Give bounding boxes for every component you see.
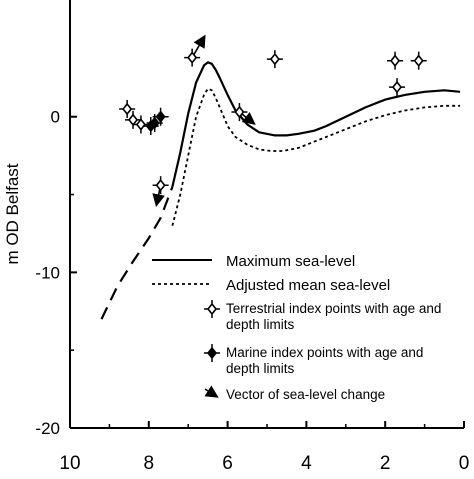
y-tick-label: -20 (35, 419, 60, 438)
open-diamond (122, 102, 133, 116)
x-tick-label: 2 (380, 453, 391, 474)
series-line-dashed (100, 186, 174, 320)
legend-filled-diamond (204, 344, 220, 362)
open-diamond (391, 80, 403, 94)
legend-label-line: depth limits (226, 317, 295, 332)
series-line-dotted (171, 87, 461, 226)
terrestrial-index-point (132, 115, 149, 134)
series-line-solid (171, 61, 461, 188)
terrestrial-index-point (410, 51, 427, 70)
y-axis-title: m OD Belfast (3, 163, 22, 264)
x-tick-label: 10 (59, 453, 80, 474)
legend-label: Vector of sea-level change (226, 387, 385, 402)
legend-label-line: depth limits (226, 361, 295, 376)
open-diamond (128, 113, 139, 127)
terrestrial-index-point (389, 78, 406, 97)
terrestrial-index-point (119, 99, 136, 118)
x-tick-label: 4 (301, 453, 312, 474)
legend-group: Maximum sea-level Adjusted mean sea-level… (152, 253, 441, 402)
terrestrial-index-point (266, 50, 283, 69)
open-diamond (206, 302, 218, 316)
legend-label-line: Terrestrial index points with age and (226, 301, 441, 316)
open-diamond (155, 178, 166, 192)
open-diamond (413, 54, 424, 67)
open-diamond (390, 54, 401, 67)
marine-index-point (152, 107, 169, 126)
x-tick-label: 6 (222, 453, 233, 474)
axes-group: 10 8 6 4 2 0 0 -10 -20 m OD Belfast (3, 0, 469, 474)
series-lines-group (100, 61, 461, 320)
y-tick-label: 0 (51, 108, 60, 127)
open-diamond (269, 52, 280, 66)
legend-label-terrestrial: Terrestrial index points with age and dep… (226, 301, 441, 332)
legend-label: Maximum sea-level (226, 253, 355, 270)
terrestrial-index-point (387, 51, 404, 70)
open-diamond (135, 118, 146, 131)
legend-label-line: Marine index points with age and (226, 345, 423, 360)
terrestrial-index-point (152, 176, 169, 195)
x-tick-label: 8 (144, 453, 155, 474)
legend-open-diamond (204, 300, 220, 318)
open-diamond (234, 105, 245, 119)
points-group (119, 48, 427, 195)
y-tick-label: -10 (35, 263, 60, 282)
legend-arrow (204, 385, 219, 398)
legend-label-marine: Marine index points with age and depth li… (226, 345, 423, 376)
legend-label: Adjusted mean sea-level (226, 277, 390, 294)
filled-diamond (155, 110, 166, 124)
x-tick-label: 0 (459, 453, 470, 474)
filled-diamond (206, 346, 218, 360)
terrestrial-index-point (184, 48, 201, 67)
filled-diamond (149, 116, 160, 130)
open-diamond (187, 51, 198, 64)
terrestrial-index-point (231, 103, 248, 122)
